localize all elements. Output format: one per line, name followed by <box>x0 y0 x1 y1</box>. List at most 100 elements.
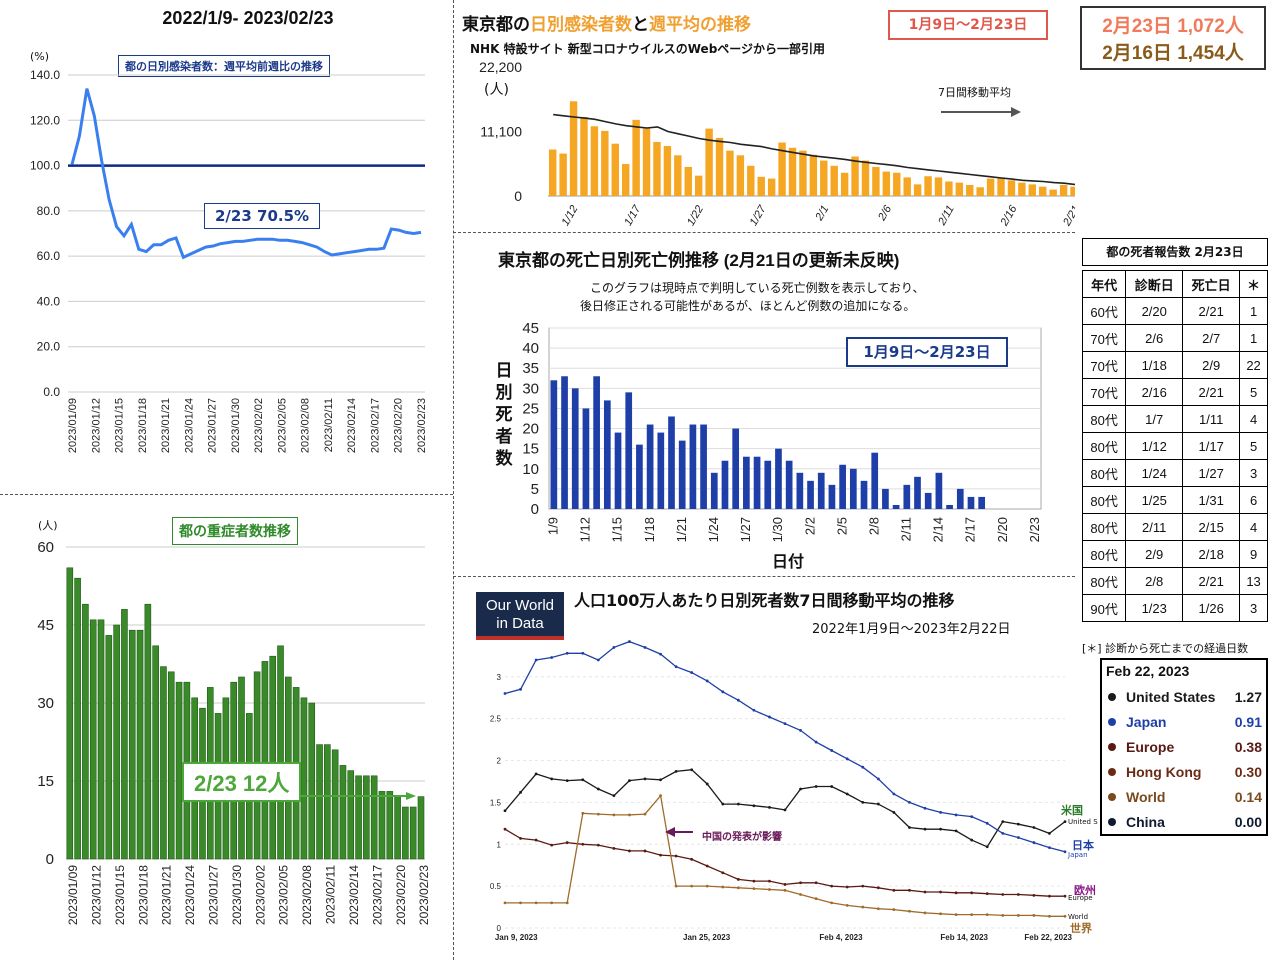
severe-bar <box>66 567 74 860</box>
table-cell: 4 <box>1239 405 1268 433</box>
severe-xtick: 2023/01/30 <box>230 865 244 925</box>
deaths-bar <box>764 460 772 509</box>
deaths-bar <box>732 428 740 509</box>
owid-point <box>876 802 880 806</box>
owid-point <box>612 813 616 817</box>
deaths-bar <box>849 468 857 509</box>
ratio-chart: 0.0 20.0 40.0 60.0 80.0 100.0 120.0 140.0 2023/… <box>30 68 428 453</box>
ratio-xtick: 2023/02/08 <box>300 398 312 453</box>
legend-name: Japan <box>1126 713 1167 730</box>
table-row: 80代 2/11 2/15 4 <box>1081 513 1268 541</box>
owid-point <box>721 802 725 806</box>
severe-xtick: 2023/02/02 <box>253 865 267 925</box>
table-cell: 80代 <box>1081 486 1127 514</box>
severe-bar <box>402 806 409 860</box>
owid-xtick: Feb 14, 2023 <box>940 933 988 942</box>
severe-callout-arrowhead <box>406 792 416 800</box>
owid-point <box>550 777 554 781</box>
owid-point <box>768 806 771 809</box>
cases-ytick: 0 <box>514 188 522 204</box>
cases-bar <box>1018 182 1026 196</box>
deaths-bar <box>571 388 579 509</box>
owid-point <box>970 891 974 895</box>
table-cell: 60代 <box>1081 297 1127 325</box>
owid-point <box>954 829 958 833</box>
legend-value: 0.91 <box>1234 713 1262 730</box>
cases-xtick: 2/21 <box>1061 204 1075 229</box>
owid-point <box>799 728 802 732</box>
deaths-ytick: 35 <box>522 360 539 377</box>
severe-bar <box>128 629 136 860</box>
deaths-bar <box>668 416 675 509</box>
ratio-ytick: 40.0 <box>37 294 61 308</box>
severe-xtick: 2023/01/21 <box>160 865 174 925</box>
cases-bar <box>851 156 859 196</box>
cases-title: 東京都の日別感染者数と週平均の推移 <box>462 10 751 35</box>
owid-point <box>565 779 569 782</box>
owid-point <box>581 778 585 782</box>
deaths-bar <box>625 392 633 509</box>
severe-ytick: 60 <box>37 539 54 556</box>
table-cell: 3 <box>1239 594 1268 622</box>
severe-xtick: 2023/01/12 <box>89 865 103 925</box>
table-cell: 80代 <box>1081 459 1127 487</box>
deaths-xtick: 1/30 <box>770 517 785 542</box>
owid-point <box>939 811 942 814</box>
severe-bar <box>113 624 120 860</box>
owid-point <box>705 679 709 683</box>
cases-bar <box>840 172 849 196</box>
cases-range-box: 1月9日〜2月23日 <box>888 10 1048 40</box>
table-cell: 70代 <box>1081 351 1127 379</box>
owid-point <box>596 812 600 816</box>
owid-point <box>690 671 694 674</box>
deaths-xtick: 2/11 <box>899 517 914 541</box>
table-cell: 2/9 <box>1182 351 1241 379</box>
owid-point <box>768 888 771 891</box>
owid-point <box>503 827 507 831</box>
severe-xtick: 2023/02/20 <box>394 865 408 925</box>
owid-point <box>1063 820 1067 824</box>
owid-point <box>1001 820 1005 824</box>
table-cell: 1/17 <box>1182 432 1241 460</box>
owid-point <box>923 890 927 894</box>
owid-point <box>876 886 880 890</box>
cases-bar <box>726 150 734 196</box>
owid-point <box>705 782 709 786</box>
ratio-callout: 2/23 70.5% <box>204 203 321 229</box>
owid-point <box>690 884 694 888</box>
legend-row: China 0.00 <box>1102 809 1266 834</box>
owid-logo-line2: in Data <box>496 615 544 632</box>
deaths-bar <box>775 448 782 509</box>
deaths-bar <box>678 440 686 509</box>
owid-ytick: 0.5 <box>490 882 502 891</box>
cases-bar <box>674 155 682 196</box>
owid-point <box>845 903 849 907</box>
legend-dot-icon <box>1108 817 1116 826</box>
owid-point <box>876 907 880 911</box>
table-cell: 1 <box>1239 297 1268 325</box>
table-row: 70代 1/18 2/9 22 <box>1081 351 1268 379</box>
owid-ytick: 2.5 <box>490 715 502 724</box>
owid-point <box>752 708 756 712</box>
table-cell: 2/21 <box>1182 567 1241 595</box>
deaths-bar <box>924 492 932 509</box>
owid-point <box>721 690 725 694</box>
deaths-ytick: 15 <box>522 441 539 458</box>
cases-bar <box>913 184 922 196</box>
severe-bar <box>316 744 323 860</box>
owid-point <box>768 715 771 719</box>
deaths-ytick: 0 <box>531 501 539 518</box>
deaths-bar <box>700 424 707 509</box>
owid-chart: 0 0.5 1 1.5 2 2.5 3 Jan 9, 2023 Jan 25, 2023 Feb… <box>490 640 1073 942</box>
severe-bar <box>347 770 355 860</box>
owid-point <box>596 843 600 847</box>
owid-point <box>985 845 989 849</box>
ratio-series-line <box>70 88 422 260</box>
owid-point <box>628 779 631 782</box>
owid-xtick: Feb 4, 2023 <box>819 933 863 942</box>
owid-point <box>1001 831 1005 835</box>
cases-bar <box>757 176 765 196</box>
owid-point <box>923 911 927 915</box>
severe-bar <box>277 645 284 860</box>
right-top-divider <box>453 232 1075 233</box>
